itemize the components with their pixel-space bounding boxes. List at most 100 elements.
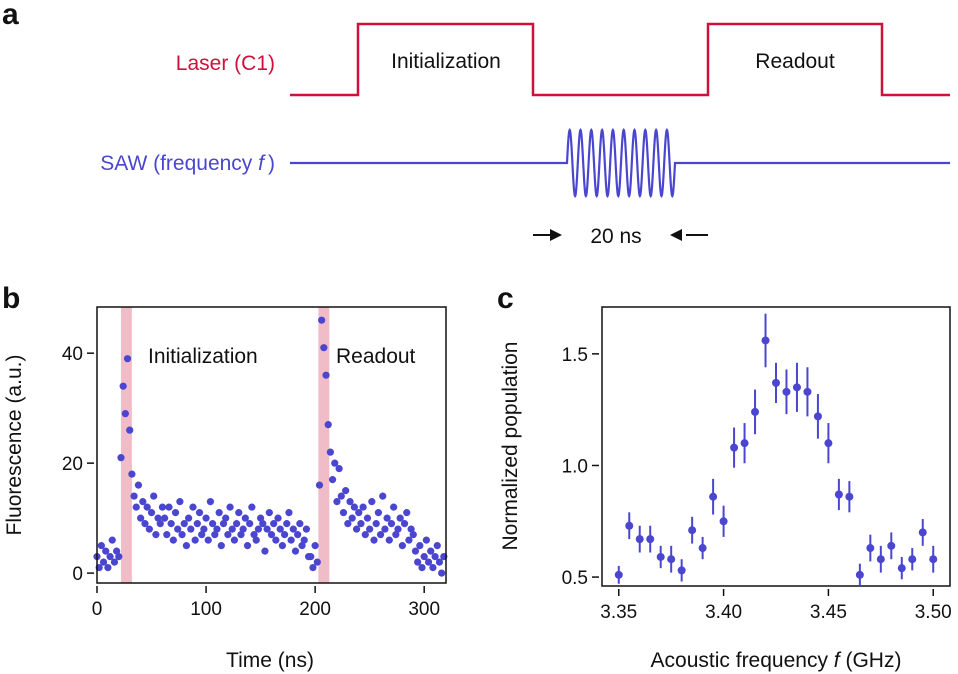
data-point: [300, 536, 308, 544]
data-point: [383, 514, 391, 522]
data-point: [217, 542, 225, 550]
data-point: [403, 509, 411, 517]
data-point: [256, 514, 265, 522]
y-axis-label-c: Normalized population: [499, 342, 522, 551]
data-point: [272, 536, 280, 544]
data-point: [252, 536, 260, 544]
data-point: [139, 498, 147, 506]
data-point: [309, 564, 317, 572]
data-point: [352, 525, 361, 533]
data-point: [228, 525, 236, 533]
data-point: [287, 536, 295, 544]
data-point: [178, 531, 186, 539]
data-point: [420, 553, 428, 561]
data-point: [370, 536, 378, 544]
data-point: [876, 555, 885, 564]
data-point: [185, 514, 193, 522]
data-point: [431, 553, 439, 561]
data-point: [379, 492, 387, 500]
data-point: [143, 503, 151, 511]
data-point: [372, 520, 380, 528]
y-tick-label: 1.0: [562, 456, 588, 477]
data-point: [167, 520, 175, 528]
data-point: [158, 503, 167, 511]
data-point: [366, 525, 374, 533]
data-point: [235, 509, 243, 517]
data-point: [646, 535, 655, 544]
data-point: [322, 371, 330, 379]
y-axis-label-b: Fluorescence (a.u.): [3, 355, 26, 536]
data-point: [215, 509, 223, 517]
data-point: [656, 552, 665, 561]
data-point: [132, 503, 140, 511]
data-point: [289, 525, 297, 533]
data-point: [709, 492, 718, 501]
data-point: [318, 316, 326, 324]
data-point: [296, 520, 304, 528]
data-point: [276, 525, 284, 533]
data-point: [320, 344, 328, 352]
data-point: [294, 531, 302, 539]
data-point: [97, 542, 105, 550]
data-point: [342, 487, 350, 495]
data-point: [250, 531, 258, 539]
x-axis-label-b: Time (ns): [226, 649, 314, 672]
data-point: [667, 555, 676, 564]
data-point: [211, 531, 219, 539]
data-point: [156, 520, 164, 528]
data-point: [193, 520, 201, 528]
data-point: [407, 525, 415, 533]
data-point: [263, 525, 271, 533]
x-tick-label: 0: [92, 599, 103, 620]
data-point: [772, 378, 780, 387]
data-point: [154, 514, 162, 522]
data-point: [280, 531, 289, 539]
data-point: [270, 520, 278, 528]
panel-label-b: b: [2, 282, 20, 315]
data-point: [326, 448, 334, 456]
data-point: [165, 503, 173, 511]
data-point: [427, 547, 435, 555]
data-point: [226, 503, 234, 511]
x-tick-label: 3.45: [810, 602, 847, 623]
data-point: [866, 544, 875, 553]
data-point: [106, 553, 114, 561]
data-point: [187, 525, 195, 533]
data-point: [123, 355, 132, 363]
x-tick-label: 300: [408, 599, 440, 620]
data-point: [307, 553, 315, 561]
panel-label-c: c: [497, 282, 514, 315]
data-point: [171, 509, 180, 517]
data-point: [104, 564, 112, 572]
data-point: [635, 535, 644, 544]
data-point: [302, 525, 310, 533]
duration-marker: 20 ns: [533, 225, 708, 248]
x-axis-label-c: Acoustic frequency f (GHz): [651, 649, 902, 672]
data-point: [180, 520, 188, 528]
data-point: [224, 531, 232, 539]
data-point: [698, 544, 707, 553]
duration-label: 20 ns: [590, 225, 641, 248]
data-point: [625, 521, 634, 530]
data-point: [339, 509, 348, 517]
saw-label: SAW (frequency f): [100, 152, 275, 175]
data-point: [169, 536, 177, 544]
data-point: [324, 421, 332, 429]
data-point: [213, 525, 221, 533]
data-point: [115, 553, 123, 561]
initialization-pulse-label: Initialization: [391, 50, 501, 73]
data-point: [855, 570, 864, 579]
data-point: [887, 541, 896, 550]
data-point: [191, 536, 199, 544]
data-point: [174, 525, 182, 533]
data-point: [126, 426, 134, 434]
data-point: [230, 536, 239, 544]
data-point: [761, 336, 770, 345]
data-point: [359, 503, 367, 511]
data-point: [333, 498, 341, 506]
data-point: [355, 509, 363, 517]
data-point: [677, 566, 686, 575]
data-point: [195, 509, 204, 517]
data-point: [374, 509, 382, 517]
y-tick-label: 20: [62, 454, 83, 475]
